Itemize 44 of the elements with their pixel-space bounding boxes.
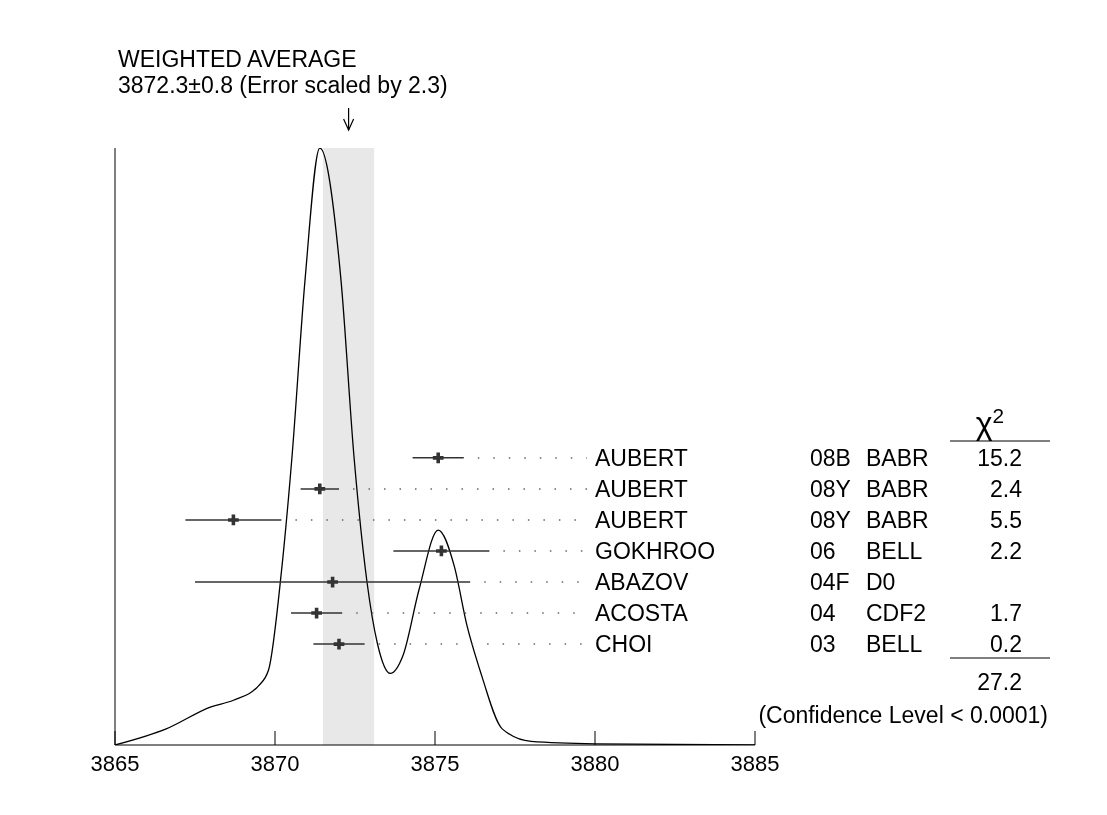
text: 08Y	[810, 507, 851, 533]
text: (Confidence Level < 0.0001)	[758, 702, 1048, 728]
text: χ$^{2}$	[975, 403, 1005, 441]
text: 08B	[810, 445, 851, 471]
text: 5.5	[990, 507, 1022, 533]
point	[436, 545, 447, 557]
annotation: AUBERT	[595, 476, 688, 502]
chart-title: WEIGHTED AVERAGE	[118, 46, 357, 73]
text: 08Y	[810, 476, 851, 502]
text: D0	[866, 569, 896, 595]
text: 27.2	[977, 669, 1022, 695]
chart-subtitle: 3872.3±0.8 (Error scaled by 2.3)	[118, 72, 448, 99]
annotation: AUBERT	[595, 507, 688, 533]
annotation: ACOSTA	[595, 600, 689, 626]
point	[333, 638, 345, 650]
text: BELL	[866, 631, 923, 657]
annotation: ABAZOV	[595, 569, 689, 595]
text: 06	[810, 538, 836, 564]
x-tick-label: 3865	[90, 750, 140, 776]
text: 2.2	[990, 538, 1022, 564]
text: BABR	[866, 476, 929, 502]
text: 2.4	[990, 476, 1023, 502]
annotation: CHOI	[595, 631, 653, 657]
x-tick-label: 3880	[570, 750, 620, 776]
text: BABR	[866, 507, 929, 533]
point	[228, 514, 239, 526]
point	[311, 607, 322, 619]
x-tick-label: 3885	[730, 750, 780, 776]
x-tick-label: 3870	[250, 750, 300, 776]
text: CDF2	[866, 600, 927, 626]
point	[327, 576, 338, 588]
text: 15.2	[977, 445, 1022, 471]
text: 04	[810, 600, 836, 626]
text: 0.2	[990, 631, 1022, 657]
text: BELL	[866, 538, 923, 564]
text: 04F	[810, 569, 850, 595]
point	[314, 483, 326, 495]
text: BABR	[866, 445, 929, 471]
x-tick-label: 3875	[410, 750, 460, 776]
text: 1.7	[990, 600, 1022, 626]
text: 03	[810, 631, 836, 657]
point	[432, 452, 444, 464]
annotation: AUBERT	[595, 445, 688, 471]
annotation: GOKHROO	[595, 538, 716, 564]
